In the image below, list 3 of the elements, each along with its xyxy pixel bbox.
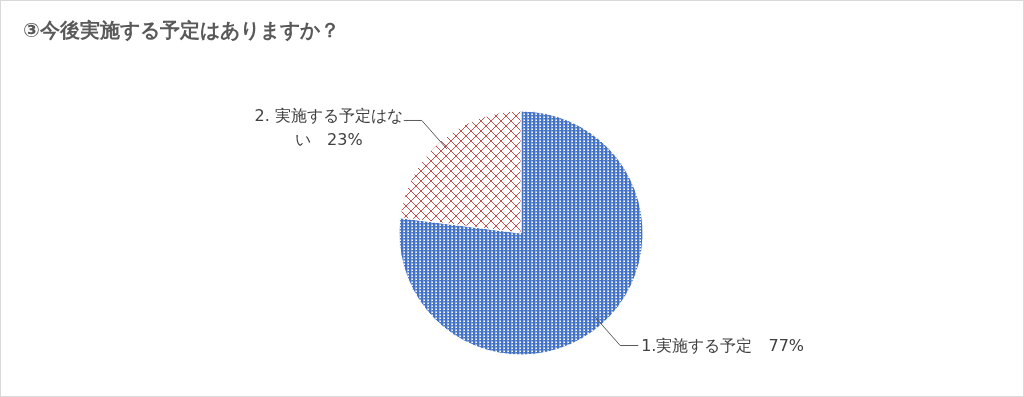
slice-label: 2. 実施する予定はない 23% [254,105,403,149]
chart-title: ③今後実施する予定はありますか？ [23,17,340,44]
slice-label: 1.実施する予定 77% [641,335,805,355]
